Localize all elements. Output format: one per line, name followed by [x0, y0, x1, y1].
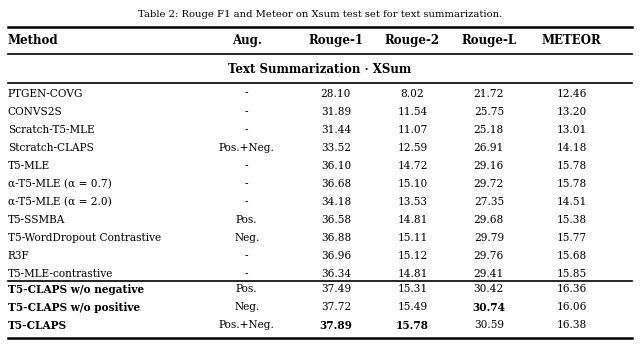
- Text: 34.18: 34.18: [321, 197, 351, 207]
- Text: Scratch-T5-MLE: Scratch-T5-MLE: [8, 125, 94, 135]
- Text: 37.89: 37.89: [319, 320, 353, 331]
- Text: 16.36: 16.36: [557, 284, 587, 294]
- Text: 29.76: 29.76: [474, 251, 504, 261]
- Text: 15.38: 15.38: [557, 215, 587, 225]
- Text: CONVS2S: CONVS2S: [8, 107, 63, 117]
- Text: 12.46: 12.46: [557, 88, 587, 98]
- Text: -: -: [245, 197, 248, 207]
- Text: 15.49: 15.49: [397, 302, 428, 312]
- Text: 29.41: 29.41: [474, 269, 504, 279]
- Text: -: -: [245, 161, 248, 171]
- Text: T5-MLE: T5-MLE: [8, 161, 50, 171]
- Text: 12.59: 12.59: [397, 143, 428, 153]
- Text: 30.59: 30.59: [474, 320, 504, 330]
- Text: 15.68: 15.68: [557, 251, 587, 261]
- Text: -: -: [245, 269, 248, 279]
- Text: 13.20: 13.20: [557, 107, 587, 117]
- Text: 36.68: 36.68: [321, 179, 351, 189]
- Text: α-T5-MLE (α = 2.0): α-T5-MLE (α = 2.0): [8, 197, 111, 207]
- Text: 29.16: 29.16: [474, 161, 504, 171]
- Text: -: -: [245, 107, 248, 117]
- Text: Method: Method: [8, 34, 58, 47]
- Text: T5-MLE-contrastive: T5-MLE-contrastive: [8, 269, 113, 279]
- Text: 31.44: 31.44: [321, 125, 351, 135]
- Text: -: -: [245, 125, 248, 135]
- Text: T5-SSMBA: T5-SSMBA: [8, 215, 65, 225]
- Text: 33.52: 33.52: [321, 143, 351, 153]
- Text: 36.10: 36.10: [321, 161, 351, 171]
- Text: α-T5-MLE (α = 0.7): α-T5-MLE (α = 0.7): [8, 179, 111, 189]
- Text: Pos.: Pos.: [236, 284, 257, 294]
- Text: 36.96: 36.96: [321, 251, 351, 261]
- Text: 15.78: 15.78: [396, 320, 429, 331]
- Text: 25.75: 25.75: [474, 107, 504, 117]
- Text: 30.42: 30.42: [474, 284, 504, 294]
- Text: 29.68: 29.68: [474, 215, 504, 225]
- Text: 25.18: 25.18: [474, 125, 504, 135]
- Text: 37.72: 37.72: [321, 302, 351, 312]
- Text: PTGEN-COVG: PTGEN-COVG: [8, 88, 83, 98]
- Text: 30.74: 30.74: [472, 302, 506, 313]
- Text: T5-WordDropout Contrastive: T5-WordDropout Contrastive: [8, 233, 161, 243]
- Text: 15.10: 15.10: [397, 179, 428, 189]
- Text: 15.77: 15.77: [557, 233, 587, 243]
- Text: 36.34: 36.34: [321, 269, 351, 279]
- Text: Rouge-L: Rouge-L: [461, 34, 516, 47]
- Text: Pos.+Neg.: Pos.+Neg.: [219, 143, 275, 153]
- Text: 36.88: 36.88: [321, 233, 351, 243]
- Text: 15.78: 15.78: [557, 179, 587, 189]
- Text: 11.07: 11.07: [397, 125, 428, 135]
- Text: 8.02: 8.02: [401, 88, 424, 98]
- Text: Pos.+Neg.: Pos.+Neg.: [219, 320, 275, 330]
- Text: Aug.: Aug.: [232, 34, 262, 47]
- Text: 11.54: 11.54: [397, 107, 428, 117]
- Text: -: -: [245, 251, 248, 261]
- Text: 14.51: 14.51: [557, 197, 587, 207]
- Text: 15.31: 15.31: [397, 284, 428, 294]
- Text: 26.91: 26.91: [474, 143, 504, 153]
- Text: Stcratch-CLAPS: Stcratch-CLAPS: [8, 143, 93, 153]
- Text: 21.72: 21.72: [474, 88, 504, 98]
- Text: 15.85: 15.85: [557, 269, 587, 279]
- Text: 13.53: 13.53: [397, 197, 428, 207]
- Text: T5-CLAPS w/o positive: T5-CLAPS w/o positive: [8, 302, 140, 313]
- Text: T5-CLAPS: T5-CLAPS: [8, 320, 67, 331]
- Text: T5-CLAPS w/o negative: T5-CLAPS w/o negative: [8, 284, 144, 295]
- Text: Neg.: Neg.: [234, 233, 259, 243]
- Text: 14.81: 14.81: [397, 215, 428, 225]
- Text: -: -: [245, 179, 248, 189]
- Text: 14.72: 14.72: [397, 161, 428, 171]
- Text: R3F: R3F: [8, 251, 29, 261]
- Text: 31.89: 31.89: [321, 107, 351, 117]
- Text: 15.11: 15.11: [397, 233, 428, 243]
- Text: 29.72: 29.72: [474, 179, 504, 189]
- Text: 36.58: 36.58: [321, 215, 351, 225]
- Text: 14.81: 14.81: [397, 269, 428, 279]
- Text: 27.35: 27.35: [474, 197, 504, 207]
- Text: 15.12: 15.12: [397, 251, 428, 261]
- Text: 29.79: 29.79: [474, 233, 504, 243]
- Text: 28.10: 28.10: [321, 88, 351, 98]
- Text: 15.78: 15.78: [557, 161, 587, 171]
- Text: Rouge-1: Rouge-1: [308, 34, 364, 47]
- Text: 13.01: 13.01: [557, 125, 587, 135]
- Text: 37.49: 37.49: [321, 284, 351, 294]
- Text: 16.38: 16.38: [557, 320, 587, 330]
- Text: 16.06: 16.06: [557, 302, 587, 312]
- Text: METEOR: METEOR: [542, 34, 602, 47]
- Text: Rouge-2: Rouge-2: [385, 34, 440, 47]
- Text: Text Summarization · XSum: Text Summarization · XSum: [228, 63, 412, 76]
- Text: Pos.: Pos.: [236, 215, 257, 225]
- Text: 14.18: 14.18: [557, 143, 587, 153]
- Text: Neg.: Neg.: [234, 302, 259, 312]
- Text: -: -: [245, 88, 248, 98]
- Text: Table 2: Rouge F1 and Meteor on Xsum test set for text summarization.: Table 2: Rouge F1 and Meteor on Xsum tes…: [138, 10, 502, 19]
